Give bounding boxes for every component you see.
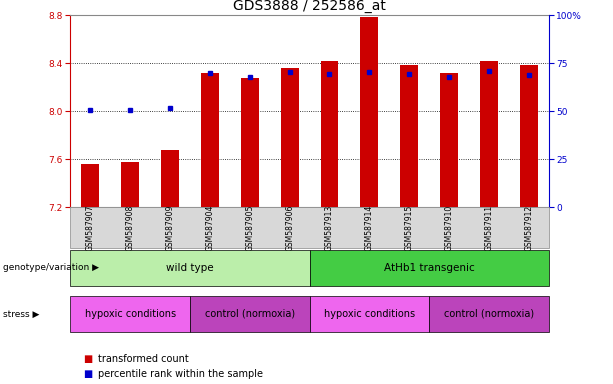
Bar [440,73,458,207]
Text: control (normoxia): control (normoxia) [205,309,295,319]
Text: stress ▶: stress ▶ [3,310,39,318]
Text: hypoxic conditions: hypoxic conditions [324,309,415,319]
Bar [400,65,418,207]
Text: percentile rank within the sample: percentile rank within the sample [98,369,263,379]
Text: GSM587911: GSM587911 [484,204,493,251]
Bar [360,17,378,207]
Text: GSM587905: GSM587905 [245,204,254,251]
Text: GSM587909: GSM587909 [166,204,175,251]
Text: wild type: wild type [166,263,214,273]
Text: transformed count: transformed count [98,354,189,364]
Title: GDS3888 / 252586_at: GDS3888 / 252586_at [233,0,386,13]
Bar [201,73,219,207]
Text: GSM587904: GSM587904 [205,204,215,251]
Bar [321,61,338,207]
Text: hypoxic conditions: hypoxic conditions [85,309,176,319]
Text: GSM587913: GSM587913 [325,204,334,251]
Text: ■: ■ [83,369,92,379]
Text: GSM587915: GSM587915 [405,204,414,251]
Bar [161,150,179,207]
Text: ■: ■ [83,354,92,364]
Text: genotype/variation ▶: genotype/variation ▶ [3,263,99,272]
Text: GSM587907: GSM587907 [86,204,95,251]
Text: AtHb1 transgenic: AtHb1 transgenic [384,263,474,273]
Bar [480,61,498,207]
Bar [520,65,538,207]
Bar [82,164,99,207]
Text: GSM587908: GSM587908 [126,204,135,251]
Text: GSM587912: GSM587912 [524,204,533,251]
Bar [241,78,259,207]
Text: control (normoxia): control (normoxia) [444,309,534,319]
Bar [121,162,139,207]
Bar [281,68,299,207]
Text: GSM587914: GSM587914 [365,204,374,251]
Text: GSM587910: GSM587910 [444,204,454,251]
Text: GSM587906: GSM587906 [285,204,294,251]
